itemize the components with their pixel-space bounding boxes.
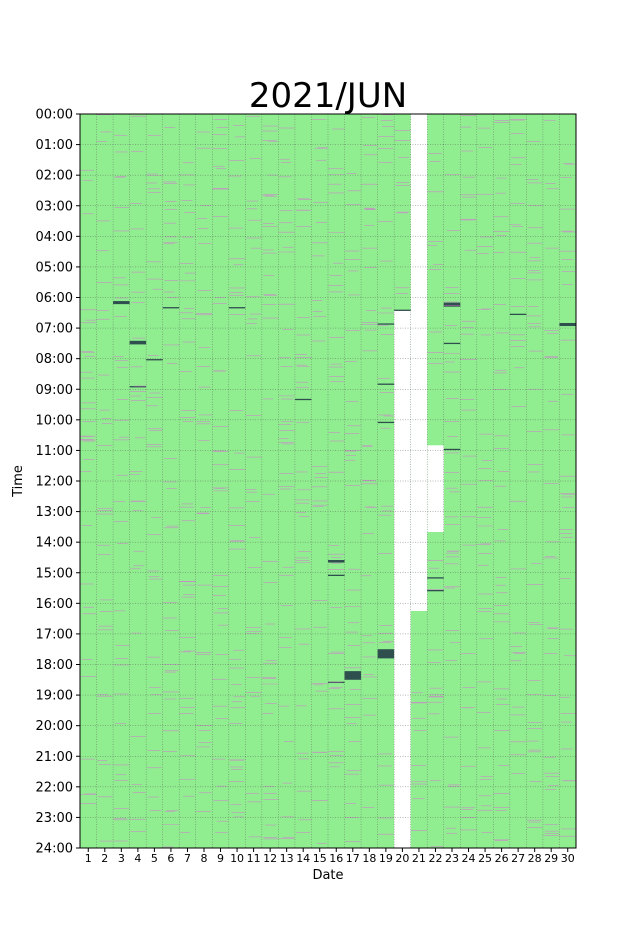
- x-tick-label: 27: [511, 852, 525, 865]
- x-tick-label: 16: [329, 852, 343, 865]
- event-mark: [427, 577, 444, 579]
- y-tick-label: 07:00: [36, 322, 73, 337]
- x-tick-label: 17: [346, 852, 360, 865]
- x-tick-label: 23: [445, 852, 459, 865]
- x-tick-label: 3: [118, 852, 125, 865]
- y-tick-label: 24:00: [36, 842, 73, 857]
- y-tick-label: 17:00: [36, 627, 73, 642]
- missing-region: [394, 310, 411, 848]
- event-mark: [162, 307, 180, 309]
- x-tick-label: 8: [201, 852, 208, 865]
- y-tick-label: 23:00: [36, 811, 73, 826]
- y-tick-label: 02:00: [36, 169, 73, 184]
- y-tick-label: 21:00: [36, 750, 73, 765]
- y-tick-label: 22:00: [36, 780, 73, 795]
- event-mark: [377, 421, 395, 424]
- event-mark: [129, 386, 147, 388]
- y-tick-label: 09:00: [36, 383, 73, 398]
- x-tick-label: 7: [184, 852, 191, 865]
- y-tick-label: 08:00: [36, 352, 73, 367]
- x-tick-label: 6: [167, 852, 174, 865]
- y-tick-label: 19:00: [36, 689, 73, 704]
- x-tick-label: 14: [296, 852, 310, 865]
- event-block: [559, 322, 576, 327]
- y-tick-label: 18:00: [36, 658, 73, 673]
- x-tick-label: 2: [101, 852, 108, 865]
- x-tick-label: 5: [151, 852, 158, 865]
- y-tick-label: 20:00: [36, 719, 73, 734]
- y-tick-label: 04:00: [36, 230, 73, 245]
- event-mark: [509, 313, 527, 316]
- x-tick-label: 15: [313, 852, 327, 865]
- event-mark: [328, 681, 345, 684]
- event-block: [377, 649, 395, 659]
- x-tick-label: 20: [395, 852, 409, 865]
- event-block: [129, 340, 147, 345]
- x-tick-label: 12: [263, 852, 277, 865]
- y-tick-label: 01:00: [36, 138, 73, 153]
- x-tick-label: 25: [478, 852, 492, 865]
- x-tick-label: 19: [379, 852, 393, 865]
- x-tick-label: 30: [561, 852, 575, 865]
- x-tick-label: 18: [362, 852, 376, 865]
- y-tick-label: 06:00: [36, 291, 73, 306]
- event-mark: [294, 398, 312, 401]
- event-mark: [328, 574, 345, 576]
- y-tick-label: 00:00: [36, 108, 73, 123]
- event-mark: [377, 323, 395, 325]
- y-axis: 00:00 01:00 02:00 03:00 04:00 05:00 06:00 07:00…: [36, 108, 80, 857]
- x-tick-label: 29: [544, 852, 558, 865]
- y-tick-label: 11:00: [36, 444, 73, 459]
- x-tick-label: 13: [280, 852, 294, 865]
- x-tick-label: 1: [85, 852, 92, 865]
- x-tick-label: 22: [428, 852, 442, 865]
- y-tick-label: 14:00: [36, 536, 73, 551]
- event-mark: [427, 589, 444, 592]
- x-axis-label: Date: [312, 868, 343, 883]
- event-mark: [377, 383, 395, 385]
- y-tick-label: 12:00: [36, 475, 73, 490]
- y-tick-label: 13:00: [36, 505, 73, 520]
- x-tick-label: 24: [462, 852, 476, 865]
- x-tick-label: 9: [217, 852, 224, 865]
- y-tick-label: 10:00: [36, 413, 73, 428]
- x-tick-label: 4: [134, 852, 141, 865]
- y-tick-label: 05:00: [36, 260, 73, 275]
- event-block: [328, 560, 345, 563]
- event-mark: [394, 309, 411, 311]
- x-tick-label: 11: [247, 852, 261, 865]
- x-tick-label: 28: [528, 852, 542, 865]
- y-tick-label: 15:00: [36, 566, 73, 581]
- x-tick-label: 10: [230, 852, 244, 865]
- missing-region: [427, 445, 444, 532]
- y-tick-label: 16:00: [36, 597, 73, 612]
- x-tick-label: 26: [495, 852, 509, 865]
- event-block: [113, 301, 130, 305]
- event-mark: [146, 359, 163, 361]
- event-block: [443, 302, 461, 307]
- y-tick-label: 03:00: [36, 199, 73, 214]
- missing-region: [410, 114, 428, 611]
- y-axis-label: Time: [11, 465, 26, 498]
- event-mark: [443, 448, 461, 451]
- chart-title: 2021/JUN: [249, 76, 407, 116]
- event-mark: [443, 342, 461, 345]
- x-axis: 1 2 3 4 5 6 7 8 9 10 11 12 13 14 15 16 17 18 19 20 21 22 23 24 2…: [85, 848, 575, 865]
- event-mark: [228, 307, 246, 309]
- event-block: [344, 671, 362, 680]
- plot-area: [79, 113, 577, 849]
- x-tick-label: 21: [412, 852, 426, 865]
